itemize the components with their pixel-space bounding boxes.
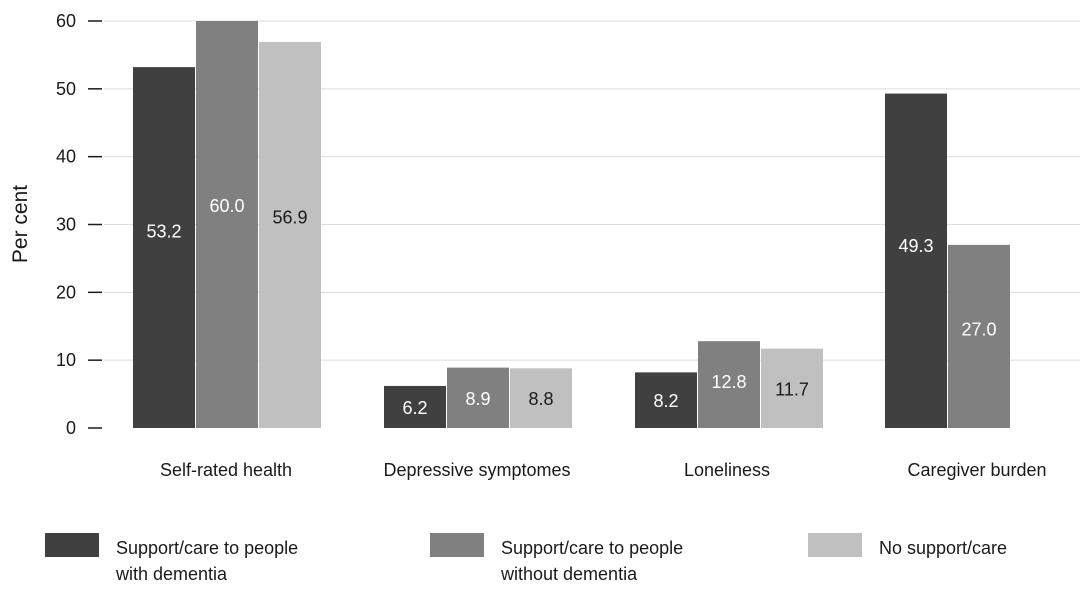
bars-layer [133,21,1010,429]
legend-label: with dementia [115,564,228,584]
bar-value-label: 8.8 [528,389,553,409]
y-tick-label: 20 [56,282,76,302]
x-category-label: Caregiver burden [907,460,1046,480]
bar [761,348,823,428]
legend-swatch [45,533,99,557]
y-tick-label: 0 [66,418,76,438]
bar-value-label: 49.3 [898,236,933,256]
y-axis: 0 10 20 30 40 50 60 [56,11,102,438]
bar-value-label: 27.0 [961,319,996,339]
x-category-label: Loneliness [684,460,770,480]
y-tick-label: 50 [56,79,76,99]
bar-value-label: 56.9 [272,208,307,228]
legend-label: Support/care to people [116,538,298,558]
bar [259,42,321,429]
legend-swatch [430,533,484,557]
legend-label: without dementia [500,564,638,584]
bar-value-label: 53.2 [146,222,181,242]
bar [510,368,572,428]
legend: Support/care to people with dementia Suppo… [45,533,1007,584]
bar [196,21,258,428]
bar [133,67,195,429]
bar-value-label: 8.2 [653,391,678,411]
y-axis-title: Per cent [9,185,32,263]
bar [384,385,446,428]
legend-label: No support/care [879,538,1007,558]
bar-value-label: 12.8 [711,372,746,392]
x-axis-categories: Self-rated health Depressive symptomes Lon… [160,460,1047,480]
legend-label: Support/care to people [501,538,683,558]
bar [885,93,947,428]
bar [447,367,509,428]
bar-value-label: 11.7 [775,379,809,399]
y-tick-label: 60 [56,11,76,31]
x-category-label: Depressive symptomes [383,460,570,480]
bar [635,372,697,428]
bar-value-label: 8.9 [465,389,490,409]
bar [698,341,760,428]
bar-labels-layer: 53.2 6.2 8.2 49.3 60.0 8.9 12.8 27.0 56.9 8.8 11.7 [146,196,996,418]
bar-value-label: 6.2 [402,398,427,418]
y-tick-label: 10 [56,350,76,370]
legend-swatch [808,533,862,557]
y-tick-label: 40 [56,147,76,167]
y-tick-label: 30 [56,215,76,235]
bar-value-label: 60.0 [209,196,244,216]
x-category-label: Self-rated health [160,460,292,480]
bar [948,244,1010,428]
